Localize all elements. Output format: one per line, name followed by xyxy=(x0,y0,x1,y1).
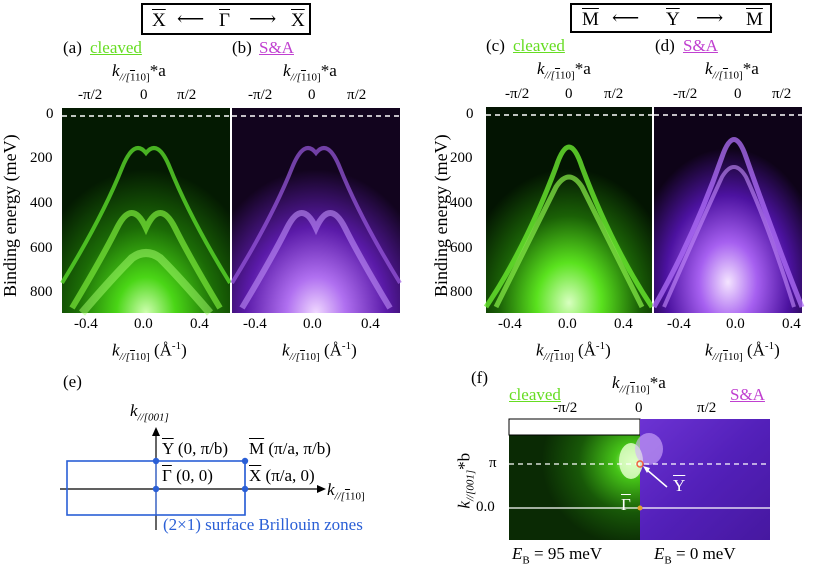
bz-x-point: X (π/a, 0) xyxy=(249,466,315,485)
arrow-left-icon: ⟵ xyxy=(612,8,640,29)
top-k-label-c: k//[110]*a xyxy=(537,59,591,82)
panel-b-sample: S&A xyxy=(259,38,294,57)
y-tick: 600 xyxy=(30,240,53,256)
f-panel-map xyxy=(508,418,770,540)
arpes-panel-b xyxy=(230,108,402,313)
direction-header-x-gamma-x: X ⟵ Γ ⟶ X xyxy=(141,3,311,35)
arpes-panel-a xyxy=(60,108,232,316)
f-sample-right: S&A xyxy=(730,385,765,404)
arpes-panel-c xyxy=(483,107,655,313)
y-axis-label-right: Binding energy (meV) xyxy=(431,134,451,297)
panel-c-letter: (c) xyxy=(486,36,505,55)
bottom-tick: -0.4 xyxy=(498,316,522,332)
f-sample-left: cleaved xyxy=(509,385,561,404)
panel-a-sample: cleaved xyxy=(90,38,142,57)
bottom-tick: 0.4 xyxy=(614,316,633,332)
f-y-mark: Y xyxy=(673,476,686,495)
bz-diagram xyxy=(60,427,326,530)
f-y-axis-label: k//[001]*b xyxy=(454,452,477,509)
panel-e-letter: (e) xyxy=(63,372,82,391)
bottom-k-label-c: k//[110] (Å-1) xyxy=(536,340,611,364)
bottom-tick: 0.4 xyxy=(782,316,801,332)
top-tick: 0 xyxy=(140,87,148,103)
f-top-k-label: k//[110]*a xyxy=(612,373,666,396)
y-tick: 400 xyxy=(30,195,53,211)
bottom-tick: 0.0 xyxy=(558,316,577,332)
header-x-right: X xyxy=(291,10,305,31)
f-gamma-mark: Γ xyxy=(621,495,631,514)
top-tick: π/2 xyxy=(772,86,792,102)
f-eb-right: EB = 0 meV xyxy=(654,544,736,567)
top-tick: 0 xyxy=(734,86,742,102)
y-tick: 200 xyxy=(30,150,53,166)
bottom-tick: 0.0 xyxy=(303,316,322,332)
panel-d-letter: (d) xyxy=(655,36,675,55)
y-tick: 200 xyxy=(450,150,473,166)
bottom-tick: 0.0 xyxy=(726,316,745,332)
y-tick: 0 xyxy=(466,106,474,122)
top-tick: -π/2 xyxy=(673,86,698,102)
panel-d-sample: S&A xyxy=(683,36,718,55)
arrow-right-icon: ⟶ xyxy=(249,9,277,30)
f-top-tick: 0 xyxy=(635,400,643,416)
bottom-k-label-a: k//[110] (Å-1) xyxy=(112,340,187,364)
y-tick: 400 xyxy=(450,195,473,211)
bottom-tick: -0.4 xyxy=(74,316,98,332)
bz-y-point: Y (0, π/b) xyxy=(162,439,229,458)
header-m-left: M xyxy=(582,9,599,30)
arpes-panel-d xyxy=(651,107,805,313)
bz-gamma-point: Γ (0, 0) xyxy=(162,466,213,485)
panel-f-letter: (f) xyxy=(471,368,488,387)
header-m-right: M xyxy=(746,9,763,30)
f-y-tick-zero: 0.0 xyxy=(476,499,495,515)
f-eb-left: EB = 95 meV xyxy=(512,544,603,567)
top-tick: 0 xyxy=(308,87,316,103)
panel-a-letter: (a) xyxy=(63,38,82,57)
bz-caption: (2×1) surface Brillouin zones xyxy=(163,515,363,534)
panel-b-letter: (b) xyxy=(232,38,252,57)
top-k-label-b: k//[110]*a xyxy=(283,61,337,84)
direction-header-m-y-m: M ⟵ Y ⟶ M xyxy=(570,3,772,33)
bottom-k-label-b: k//[110] (Å-1) xyxy=(282,340,357,364)
bz-axis-h-label: k//[110] xyxy=(327,480,365,503)
top-tick: π/2 xyxy=(604,86,624,102)
header-x-left: X xyxy=(152,10,166,31)
bottom-k-label-d: k//[110] (Å-1) xyxy=(705,340,780,364)
bottom-tick: 0.0 xyxy=(134,316,153,332)
f-top-tick: -π/2 xyxy=(553,400,578,416)
bz-axis-v-label: k//[001] xyxy=(130,401,169,424)
bz-m-point: M (π/a, π/b) xyxy=(249,439,331,458)
y-axis-label-left: Binding energy (meV) xyxy=(0,134,20,297)
top-tick: π/2 xyxy=(347,87,367,103)
top-tick: π/2 xyxy=(177,87,197,103)
bottom-tick: 0.4 xyxy=(190,316,209,332)
top-tick: -π/2 xyxy=(248,87,273,103)
arrow-right-icon: ⟶ xyxy=(696,8,724,29)
panel-c-sample: cleaved xyxy=(513,36,565,55)
bottom-tick: 0.4 xyxy=(361,316,380,332)
f-top-tick: π/2 xyxy=(697,400,717,416)
header-gamma: Γ xyxy=(219,10,230,31)
top-tick: -π/2 xyxy=(505,86,530,102)
bottom-tick: -0.4 xyxy=(667,316,691,332)
bottom-tick: -0.4 xyxy=(243,316,267,332)
top-tick: -π/2 xyxy=(78,87,103,103)
y-tick: 0 xyxy=(46,106,54,122)
header-y: Y xyxy=(666,9,680,30)
y-tick: 800 xyxy=(450,284,473,300)
y-tick: 800 xyxy=(30,284,53,300)
top-k-label-d: k//[110]*a xyxy=(705,59,759,82)
arrow-left-icon: ⟵ xyxy=(177,9,205,30)
f-y-tick-pi: π xyxy=(489,455,497,471)
top-k-label-a: k//[110]*a xyxy=(112,61,166,84)
y-tick: 600 xyxy=(450,240,473,256)
top-tick: 0 xyxy=(565,86,573,102)
